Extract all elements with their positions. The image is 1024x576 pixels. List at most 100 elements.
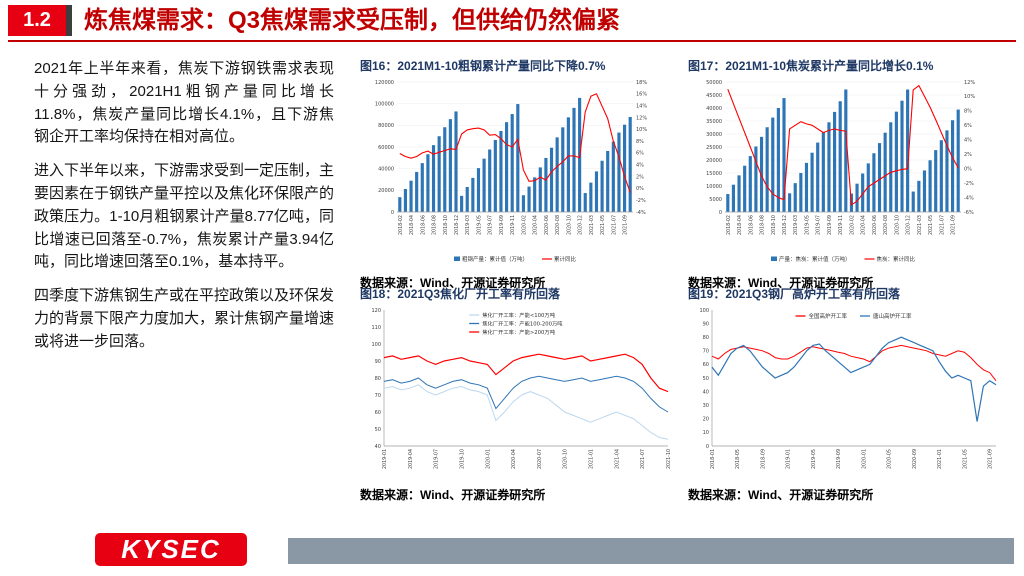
svg-text:2020-04: 2020-04 bbox=[861, 215, 867, 235]
svg-text:18%: 18% bbox=[636, 80, 647, 86]
svg-text:2018-12: 2018-12 bbox=[454, 215, 460, 235]
svg-text:-2%: -2% bbox=[636, 198, 646, 204]
svg-text:2019-05: 2019-05 bbox=[811, 449, 817, 469]
figure-16-chart: 0 20000 40000 60000 80000 100000 120000 -4% -2% 0… bbox=[375, 80, 647, 263]
svg-text:粗钢产量：累计值（万吨）: 粗钢产量：累计值（万吨） bbox=[462, 255, 528, 263]
svg-text:0: 0 bbox=[719, 210, 722, 216]
figure-16: 图16：2021M1-10粗钢累计产量同比下降0.7% 0 20000 40000 6… bbox=[360, 57, 660, 291]
svg-text:70: 70 bbox=[703, 349, 709, 355]
slide-title: 炼焦煤需求：Q3焦煤需求受压制，但供给仍然偏紧 bbox=[84, 7, 621, 34]
svg-text:80: 80 bbox=[375, 376, 381, 382]
svg-text:100: 100 bbox=[699, 308, 709, 314]
svg-text:2018-02: 2018-02 bbox=[726, 215, 732, 235]
svg-text:2018-06: 2018-06 bbox=[748, 215, 754, 235]
svg-text:2018-06: 2018-06 bbox=[420, 215, 426, 235]
footer-bar bbox=[288, 538, 1014, 564]
commentary-paragraph-3: 四季度下游焦钢生产或在平控政策以及环保发力的背景下限产力度加大，累计焦钢产量增速… bbox=[34, 287, 335, 350]
svg-text:2018-12: 2018-12 bbox=[782, 215, 788, 235]
svg-text:40000: 40000 bbox=[706, 106, 722, 112]
header-rule bbox=[8, 40, 1016, 42]
svg-text:14%: 14% bbox=[636, 103, 647, 109]
svg-text:-2%: -2% bbox=[964, 181, 974, 187]
svg-text:2019-01: 2019-01 bbox=[786, 449, 792, 469]
svg-text:40: 40 bbox=[375, 444, 381, 450]
svg-text:2019-09: 2019-09 bbox=[827, 215, 833, 235]
svg-text:全国高炉开工率: 全国高炉开工率 bbox=[809, 312, 848, 320]
svg-text:2020-04: 2020-04 bbox=[511, 449, 517, 469]
svg-text:2%: 2% bbox=[636, 174, 644, 180]
svg-text:-4%: -4% bbox=[964, 195, 974, 201]
svg-text:0%: 0% bbox=[636, 186, 644, 192]
svg-text:2018-04: 2018-04 bbox=[737, 215, 743, 235]
svg-text:2021-03: 2021-03 bbox=[589, 215, 595, 235]
svg-text:12%: 12% bbox=[964, 80, 975, 86]
svg-text:2019-09: 2019-09 bbox=[499, 215, 505, 235]
svg-text:12%: 12% bbox=[636, 115, 647, 121]
badge-separator bbox=[66, 5, 72, 36]
commentary-paragraph-1: 2021年上半年来看，焦炭下游钢铁需求表现十分强劲，2021H1粗钢产量同比增长… bbox=[34, 60, 334, 146]
svg-text:2018-08: 2018-08 bbox=[760, 215, 766, 235]
svg-text:90: 90 bbox=[375, 359, 381, 365]
svg-text:2021-04: 2021-04 bbox=[614, 449, 620, 469]
svg-text:2018-10: 2018-10 bbox=[443, 215, 449, 235]
figure-17-chart: 0 5000 10000 15000 20000 25000 30000 35000 40000… bbox=[706, 80, 975, 263]
svg-text:50: 50 bbox=[703, 376, 709, 382]
svg-text:90: 90 bbox=[703, 321, 709, 327]
kysec-logo: KYSEC bbox=[95, 533, 247, 566]
svg-text:20: 20 bbox=[703, 417, 709, 423]
svg-text:2020-02: 2020-02 bbox=[849, 215, 855, 235]
svg-text:2021-09: 2021-09 bbox=[623, 215, 629, 235]
svg-text:10: 10 bbox=[703, 430, 709, 436]
svg-text:2020-08: 2020-08 bbox=[555, 215, 561, 235]
svg-text:4%: 4% bbox=[964, 138, 972, 144]
svg-text:2021-01: 2021-01 bbox=[937, 449, 943, 469]
figure-17-source: 数据来源：Wind、开源证券研究所 bbox=[688, 276, 874, 290]
svg-text:2019-03: 2019-03 bbox=[465, 215, 471, 235]
svg-text:20000: 20000 bbox=[378, 188, 394, 194]
svg-text:8%: 8% bbox=[636, 139, 644, 145]
svg-text:60000: 60000 bbox=[378, 145, 394, 151]
svg-text:-4%: -4% bbox=[636, 210, 646, 216]
figure-18-title: 图18：2021Q3焦化厂开工率有所回落 bbox=[360, 287, 561, 301]
svg-text:4%: 4% bbox=[636, 163, 644, 169]
svg-text:2020-10: 2020-10 bbox=[894, 215, 900, 235]
svg-text:焦化厂开工率：产能100-200万吨: 焦化厂开工率：产能100-200万吨 bbox=[482, 320, 563, 328]
svg-text:2021-05: 2021-05 bbox=[928, 215, 934, 235]
svg-text:产量：焦炭：累计值（万吨）: 产量：焦炭：累计值（万吨） bbox=[779, 255, 851, 263]
svg-text:2020-10: 2020-10 bbox=[566, 215, 572, 235]
svg-text:2020-01: 2020-01 bbox=[485, 449, 491, 469]
figure-18: 图18：2021Q3焦化厂开工率有所回落 40 50 60 70 80 90 100 110 1… bbox=[360, 285, 676, 503]
svg-text:60: 60 bbox=[375, 410, 381, 416]
figure-19-source: 数据来源：Wind、开源证券研究所 bbox=[688, 488, 874, 502]
svg-text:2019-01: 2019-01 bbox=[382, 449, 388, 469]
figure-17: 图17：2021M1-10焦炭累计产量同比增长0.1% 0 5000 10000 15… bbox=[688, 57, 988, 291]
svg-text:40: 40 bbox=[703, 389, 709, 395]
svg-text:100000: 100000 bbox=[375, 101, 394, 107]
svg-text:2021-10: 2021-10 bbox=[666, 449, 672, 469]
svg-text:0%: 0% bbox=[964, 166, 972, 172]
svg-text:2021-03: 2021-03 bbox=[917, 215, 923, 235]
svg-text:焦化厂开工率：产能<100万吨: 焦化厂开工率：产能<100万吨 bbox=[482, 311, 556, 319]
figure-17-title: 图17：2021M1-10焦炭累计产量同比增长0.1% bbox=[688, 59, 934, 73]
svg-text:100: 100 bbox=[371, 342, 381, 348]
svg-text:2019-05: 2019-05 bbox=[804, 215, 810, 235]
svg-text:10000: 10000 bbox=[706, 184, 722, 190]
svg-text:16%: 16% bbox=[636, 92, 647, 98]
svg-text:2020-06: 2020-06 bbox=[872, 215, 878, 235]
svg-text:焦炭：累计同比: 焦炭：累计同比 bbox=[877, 255, 916, 263]
svg-text:2021-07: 2021-07 bbox=[611, 215, 617, 235]
svg-text:70: 70 bbox=[375, 393, 381, 399]
svg-text:2018-10: 2018-10 bbox=[771, 215, 777, 235]
svg-text:2020-12: 2020-12 bbox=[906, 215, 912, 235]
svg-text:累计同比: 累计同比 bbox=[554, 255, 577, 263]
svg-text:2019-05: 2019-05 bbox=[476, 215, 482, 235]
svg-text:唐山高炉开工率: 唐山高炉开工率 bbox=[873, 312, 912, 320]
svg-text:焦化厂开工率：产能>200万吨: 焦化厂开工率：产能>200万吨 bbox=[482, 328, 556, 336]
svg-text:110: 110 bbox=[371, 325, 381, 331]
svg-text:10%: 10% bbox=[636, 127, 647, 133]
svg-text:2019-04: 2019-04 bbox=[408, 449, 414, 469]
svg-text:2019-07: 2019-07 bbox=[434, 449, 440, 469]
svg-text:2021-07: 2021-07 bbox=[939, 215, 945, 235]
svg-text:10%: 10% bbox=[964, 94, 975, 100]
svg-text:120: 120 bbox=[371, 308, 381, 314]
